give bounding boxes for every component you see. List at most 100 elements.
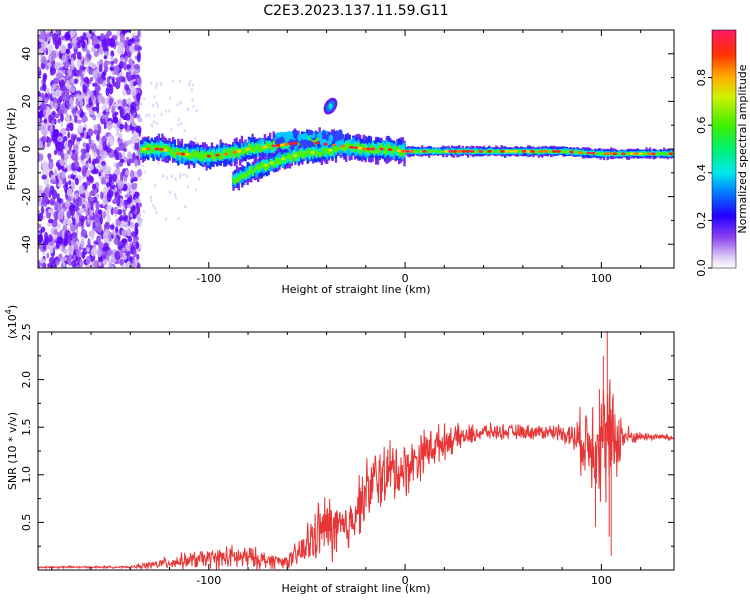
noise-cell	[59, 79, 65, 87]
ridge-peak	[638, 152, 643, 156]
ridge-cell	[473, 150, 477, 154]
noise-cell	[191, 98, 194, 102]
ridge-cell	[292, 154, 295, 163]
ridge-peak	[513, 149, 518, 153]
ridge-cell	[355, 143, 358, 150]
noise-cell	[110, 60, 115, 65]
noise-cell	[95, 194, 100, 199]
noise-cell	[107, 189, 114, 198]
ridge-cell	[348, 143, 351, 149]
ridge-cell	[235, 177, 239, 183]
ridge-cell	[371, 141, 374, 152]
ridge-peak	[314, 141, 319, 145]
noise-cell	[66, 210, 72, 219]
ridge-cell	[565, 150, 569, 154]
noise-cell	[43, 97, 49, 104]
ridge-cell	[166, 146, 169, 152]
ridge-cell	[303, 151, 306, 157]
noise-cell	[89, 215, 93, 221]
ridge-peak	[349, 145, 354, 149]
ridge-cell	[661, 152, 664, 155]
noise-cell	[143, 209, 146, 213]
noise-cell	[90, 248, 97, 257]
ridge-cell	[383, 147, 387, 155]
noise-cell	[64, 31, 71, 41]
ridge-cell	[254, 143, 258, 150]
ridge-cell	[184, 149, 187, 157]
ridge-cell	[253, 147, 256, 153]
noise-cell	[80, 131, 85, 139]
ridge-cell	[208, 152, 212, 157]
noise-cell	[188, 83, 191, 87]
ridge-cell	[257, 165, 260, 170]
noise-cell	[76, 59, 82, 68]
noise-cell	[61, 256, 68, 262]
ridge-cell	[219, 154, 222, 160]
noise-cell	[156, 159, 159, 163]
ridge-cell	[251, 170, 255, 175]
ridge-cell	[413, 150, 417, 153]
noise-cell	[198, 177, 201, 181]
noise-cell	[130, 115, 135, 125]
ridge-peak	[470, 149, 475, 153]
noise-cell	[42, 194, 49, 203]
noise-cell	[104, 33, 110, 40]
ridge-cell	[285, 156, 288, 163]
noise-cell	[108, 236, 113, 242]
noise-cell	[101, 160, 106, 166]
ridge-peak	[409, 149, 414, 153]
noise-cell	[140, 177, 143, 181]
ridge-cell	[150, 141, 154, 153]
ridge-cell	[168, 146, 171, 151]
ridge-peak	[444, 149, 449, 153]
noise-cell	[46, 222, 52, 227]
ridge-cell	[272, 144, 275, 154]
noise-cell	[127, 153, 134, 158]
ridge-cell	[643, 152, 646, 154]
noise-cell	[41, 160, 49, 171]
ridge-cell	[201, 151, 205, 159]
noise-cell	[121, 238, 128, 244]
noise-cell	[104, 43, 109, 52]
noise-cell	[90, 233, 95, 241]
ridge-peak	[543, 149, 548, 153]
ridge-peak	[275, 143, 281, 147]
noise-cell	[71, 259, 77, 268]
ridge-cell	[265, 142, 268, 149]
ridge-cell	[157, 146, 161, 155]
ridge-cell	[380, 143, 383, 150]
ridge-peak	[366, 147, 371, 151]
noise-cell	[121, 30, 128, 34]
ridge-peak	[269, 161, 274, 165]
ridge-cell	[284, 143, 288, 150]
noise-cell	[179, 175, 182, 179]
noise-cell	[68, 239, 72, 246]
ridge-cell	[498, 150, 502, 154]
ridge-cell	[663, 152, 666, 155]
ridge-cell	[555, 150, 558, 153]
snr-ticks: -100 0 100 0.5 1.0 1.5 2.0 2.5	[20, 323, 674, 587]
ridge-cell	[495, 150, 498, 153]
noise-cell	[118, 61, 125, 69]
y-tick-label: 1.5	[20, 418, 33, 436]
noise-cell	[97, 144, 104, 151]
ridge-peak	[223, 152, 229, 156]
ridge-cell	[261, 146, 265, 151]
noise-cell	[149, 195, 152, 199]
ridge-cell	[248, 166, 251, 175]
noise-cell	[72, 144, 79, 151]
noise-cell	[64, 200, 71, 208]
ridge-cell	[328, 134, 334, 143]
ridge-cell	[154, 145, 157, 150]
noise-cell	[96, 134, 100, 141]
noise-cell	[177, 123, 180, 127]
noise-cell	[121, 229, 127, 237]
noise-cell	[100, 191, 104, 200]
noise-cell	[179, 79, 182, 83]
noise-cell	[108, 138, 115, 146]
ridge-cell	[234, 175, 237, 182]
ridge-peak	[293, 154, 298, 158]
noise-cell	[119, 106, 124, 117]
noise-cell	[131, 183, 137, 190]
noise-cell	[131, 262, 137, 268]
